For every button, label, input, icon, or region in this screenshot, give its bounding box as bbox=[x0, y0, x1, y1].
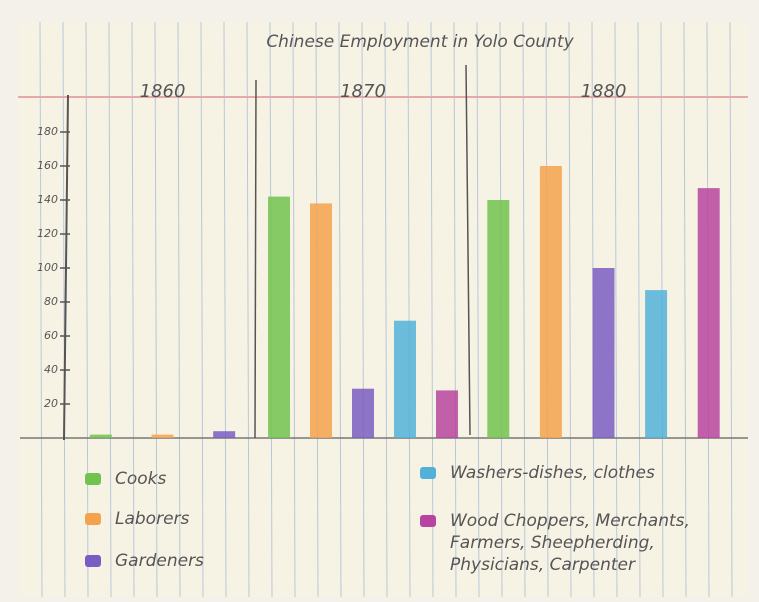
ruled-line bbox=[683, 21, 687, 598]
y-tick-label: 40 bbox=[44, 363, 58, 376]
legend-swatch bbox=[420, 467, 436, 479]
bar bbox=[310, 203, 332, 438]
ruled-line bbox=[108, 21, 112, 598]
x-tick-label: 1880 bbox=[581, 81, 627, 102]
ruled-line bbox=[85, 21, 89, 598]
legend-label: Gardeners bbox=[115, 551, 204, 571]
legend-entry: Cooks bbox=[85, 468, 166, 490]
ruled-line bbox=[223, 21, 227, 598]
ruled-line bbox=[200, 21, 204, 598]
legend-entry: Laborers bbox=[85, 508, 189, 530]
ruled-line bbox=[568, 21, 572, 598]
legend-swatch bbox=[85, 513, 101, 525]
legend-entry: Gardeners bbox=[85, 550, 204, 572]
ruled-line bbox=[522, 21, 526, 598]
bar bbox=[487, 200, 510, 438]
bar bbox=[592, 268, 615, 438]
ruled-line bbox=[39, 21, 43, 598]
ruled-line bbox=[729, 21, 733, 598]
bar bbox=[213, 431, 236, 438]
ruled-line bbox=[407, 21, 411, 598]
bar bbox=[697, 188, 720, 438]
y-tick-label: 80 bbox=[44, 295, 58, 308]
ruled-line bbox=[614, 21, 618, 598]
y-tick-label: 160 bbox=[37, 159, 58, 172]
bar bbox=[645, 290, 668, 438]
ruled-line bbox=[131, 21, 135, 598]
ruled-line bbox=[453, 21, 457, 598]
ruled-line bbox=[246, 21, 250, 598]
bar bbox=[394, 320, 416, 438]
x-tick-label: 1860 bbox=[140, 81, 186, 102]
bar bbox=[436, 390, 458, 438]
legend-swatch bbox=[85, 555, 101, 567]
ruled-line bbox=[62, 21, 66, 598]
legend-entry: Wood Choppers, Merchants, Farmers, Sheep… bbox=[420, 510, 740, 576]
legend-swatch bbox=[420, 515, 436, 527]
bar bbox=[539, 166, 562, 438]
paper bbox=[18, 22, 748, 597]
legend-entry: Washers-dishes, clothes bbox=[420, 462, 655, 484]
bar bbox=[352, 388, 374, 438]
legend-label: Washers-dishes, clothes bbox=[450, 463, 655, 483]
y-tick-label: 100 bbox=[37, 261, 58, 274]
y-tick-label: 140 bbox=[37, 193, 58, 206]
y-tick-label: 20 bbox=[44, 397, 58, 410]
legend-swatch bbox=[85, 473, 101, 485]
ruled-line bbox=[384, 21, 388, 598]
ruled-line bbox=[154, 21, 158, 598]
y-tick-label: 180 bbox=[37, 125, 58, 138]
ruled-line bbox=[361, 21, 365, 598]
chart-title: Chinese Employment in Yolo County bbox=[266, 32, 574, 52]
divider bbox=[465, 64, 471, 436]
legend-label: Wood Choppers, Merchants, Farmers, Sheep… bbox=[450, 511, 690, 575]
divider bbox=[254, 79, 257, 439]
bar bbox=[89, 434, 112, 438]
ruled-line bbox=[476, 21, 480, 598]
legend-label: Cooks bbox=[115, 469, 167, 489]
ruled-line bbox=[430, 21, 434, 598]
ruled-line bbox=[292, 21, 296, 598]
x-tick-label: 1870 bbox=[340, 81, 386, 102]
bar bbox=[268, 196, 290, 438]
bar bbox=[151, 434, 174, 438]
y-tick-label: 120 bbox=[37, 227, 58, 240]
y-tick-label: 60 bbox=[44, 329, 58, 342]
ruled-line bbox=[177, 21, 181, 598]
legend-label: Laborers bbox=[115, 509, 190, 529]
ruled-line bbox=[338, 21, 342, 598]
ruled-line bbox=[637, 21, 641, 598]
